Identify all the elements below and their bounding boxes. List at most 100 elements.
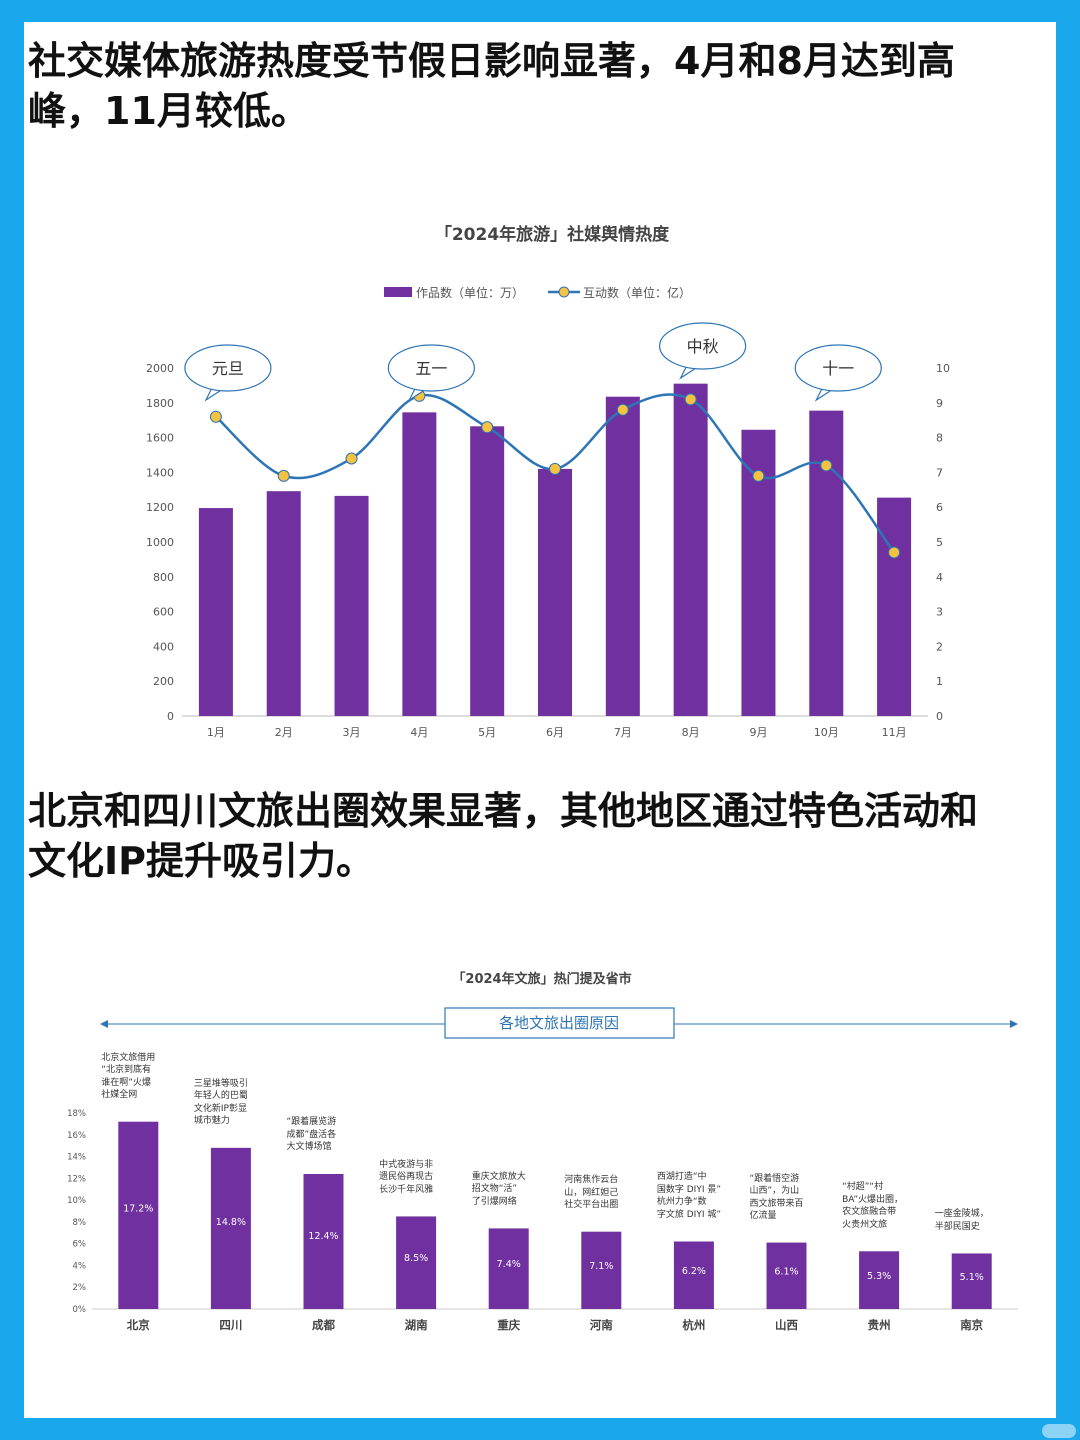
callout-元旦: 元旦 <box>184 344 272 402</box>
y-left-tick-label: 1200 <box>146 501 174 514</box>
x-tick-label: 山西 <box>775 1318 798 1332</box>
bar-杭州 <box>673 1241 714 1309</box>
y-right-tick-label: 0 <box>936 710 943 723</box>
legend-bar-label: 作品数（单位：万） <box>416 285 524 300</box>
callout-tail-cover <box>413 380 432 388</box>
bar-4月 <box>402 412 437 716</box>
callout-label: 五一 <box>415 359 447 378</box>
x-tick-label: 7月 <box>614 726 632 739</box>
x-tick-label: 3月 <box>343 726 361 739</box>
y-right-tick-label: 10 <box>936 362 950 375</box>
y-right-tick-label: 4 <box>936 571 943 584</box>
y-tick-label: 16% <box>67 1131 86 1141</box>
arrow-left-head <box>100 1020 108 1028</box>
x-tick-label: 6月 <box>546 726 564 739</box>
bar-重庆 <box>488 1228 529 1309</box>
y-right-tick-label: 1 <box>936 675 943 688</box>
x-tick-label: 9月 <box>749 726 767 739</box>
data-label: 7.4% <box>497 1259 521 1270</box>
y-tick-label: 0% <box>73 1305 87 1315</box>
y-tick-label: 8% <box>73 1218 87 1228</box>
x-tick-label: 河南 <box>590 1318 613 1332</box>
y-left-tick-label: 600 <box>153 606 174 619</box>
reason-annotation-成都: “跟着展览游 成都”盘活各 大文博场馆 <box>286 1117 337 1153</box>
x-tick-label: 1月 <box>207 726 225 739</box>
y-right-tick-label: 6 <box>936 501 943 514</box>
callout-label: 元旦 <box>212 359 244 378</box>
y-right-tick-label: 7 <box>936 466 943 479</box>
callout-五一: 五一 <box>387 344 475 402</box>
y-tick-label: 18% <box>67 1109 86 1119</box>
y-tick-label: 14% <box>67 1153 86 1163</box>
legend-line-label: 互动数（单位：亿） <box>583 285 691 300</box>
y-left-tick-label: 1000 <box>146 536 174 549</box>
bar-8月 <box>673 383 708 716</box>
y-left-tick-label: 1600 <box>146 432 174 445</box>
reason-annotation-北京: 北京文旅借用 “北京到底有 谁在啊”火爆 社媒全网 <box>101 1052 156 1101</box>
data-label: 6.2% <box>682 1266 706 1277</box>
y-left-tick-label: 0 <box>167 710 174 723</box>
interaction-point-2月 <box>277 469 290 482</box>
legend-bar-swatch <box>384 287 412 297</box>
y-left-tick-label: 400 <box>153 640 174 653</box>
x-tick-label: 贵州 <box>868 1318 891 1332</box>
bar-6月 <box>538 468 572 716</box>
x-tick-label: 11月 <box>882 726 907 739</box>
section-heading-2: 北京和四川文旅出圈效果显著，其他地区通过特色活动和文化IP提升吸引力。 <box>28 789 979 883</box>
y-tick-label: 10% <box>67 1196 86 1206</box>
x-tick-label: 5月 <box>478 726 496 739</box>
reason-box <box>444 1007 675 1039</box>
x-tick-label: 湖南 <box>405 1318 428 1332</box>
callout-bubble <box>387 344 475 392</box>
interaction-point-11月 <box>888 546 901 559</box>
x-tick-label: 4月 <box>410 726 428 739</box>
chart-title: 「2024年文旅」热门提及省市 <box>452 971 631 987</box>
y-left-tick-label: 1800 <box>146 397 174 410</box>
watermark-badge <box>1042 1424 1076 1438</box>
bar-四川 <box>210 1147 251 1309</box>
bar-河南 <box>581 1231 622 1309</box>
content-card <box>24 22 1056 1418</box>
interaction-point-7月 <box>616 403 629 416</box>
interaction-point-8月 <box>684 393 697 406</box>
x-tick-label: 杭州 <box>682 1318 705 1332</box>
callout-tail-cover <box>820 380 839 388</box>
bar-山西 <box>766 1242 807 1309</box>
y-right-tick-label: 9 <box>936 397 943 410</box>
interaction-point-3月 <box>345 452 358 465</box>
reason-box-label: 各地文旅出圈原因 <box>499 1014 619 1032</box>
data-label: 17.2% <box>123 1204 153 1215</box>
bar-7月 <box>605 396 640 716</box>
bar-3月 <box>334 495 369 716</box>
y-tick-label: 4% <box>73 1261 87 1271</box>
legend-line-marker <box>558 286 570 298</box>
interaction-point-5月 <box>481 421 494 434</box>
data-label: 12.4% <box>308 1231 338 1242</box>
callout-tail-cover <box>209 380 228 388</box>
callout-label: 中秋 <box>687 337 719 356</box>
y-left-tick-label: 800 <box>153 571 174 584</box>
y-right-tick-label: 3 <box>936 606 943 619</box>
bar-北京 <box>118 1121 159 1309</box>
bar-成都 <box>303 1173 344 1309</box>
y-left-tick-label: 200 <box>153 675 174 688</box>
y-tick-label: 2% <box>73 1283 87 1293</box>
y-right-tick-label: 8 <box>936 432 943 445</box>
data-label: 5.3% <box>867 1271 891 1282</box>
reason-annotation-贵州: “村超”“村 BA”火爆出圈， 农文旅融合带 火贵州文旅 <box>842 1182 903 1230</box>
reason-annotation-湖南: 中式夜游与非 遗民俗再现古 长沙千年风雅 <box>379 1159 434 1195</box>
interaction-point-6月 <box>549 462 561 475</box>
callout-十一: 十一 <box>794 344 882 402</box>
chart-title: 「2024年旅游」社媒舆情热度 <box>435 224 670 245</box>
callout-bubble <box>794 344 882 392</box>
callout-中秋: 中秋 <box>659 322 747 380</box>
arrow-right-head <box>1010 1020 1018 1028</box>
y-tick-label: 6% <box>73 1240 87 1250</box>
bar-1月 <box>198 508 233 716</box>
x-tick-label: 2月 <box>275 726 293 739</box>
bar-贵州 <box>859 1251 900 1309</box>
y-left-tick-label: 2000 <box>146 362 174 375</box>
x-tick-label: 成都 <box>312 1318 335 1332</box>
interaction-point-10月 <box>820 459 833 472</box>
